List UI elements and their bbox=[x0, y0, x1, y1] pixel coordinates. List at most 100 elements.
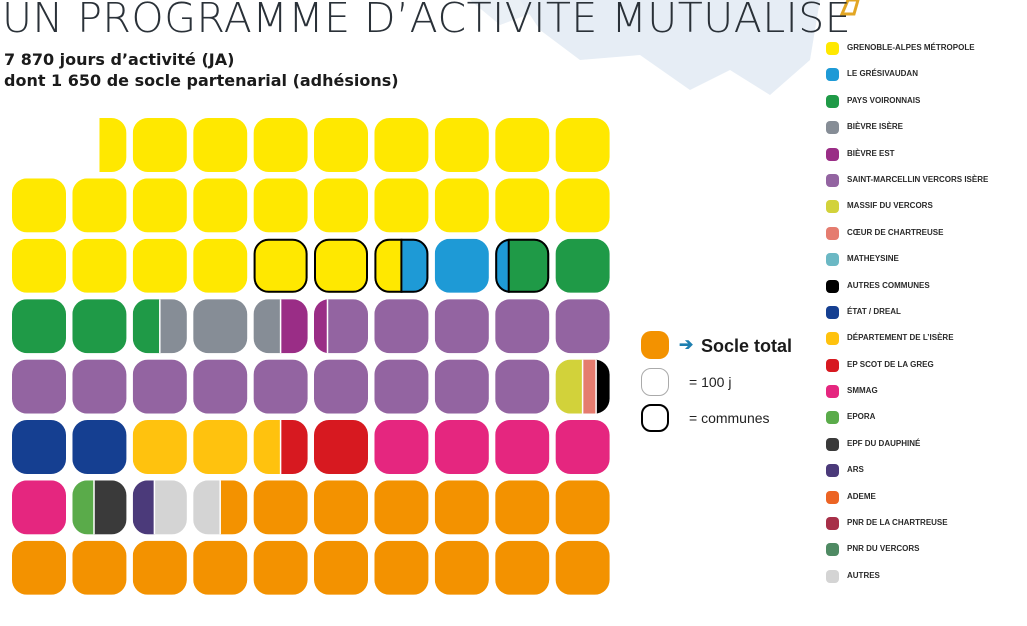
legend-item: DÉPARTEMENT DE L’ISÈRE bbox=[826, 328, 1026, 354]
legend-swatch bbox=[826, 253, 839, 267]
socle-swatch bbox=[641, 331, 669, 359]
waffle-cell bbox=[555, 118, 610, 172]
legend-label: AUTRES bbox=[847, 570, 880, 580]
waffle-segment bbox=[253, 480, 308, 535]
waffle-segment bbox=[434, 238, 489, 293]
legend-label: MATHEYSINE bbox=[847, 254, 899, 264]
waffle-cell bbox=[72, 480, 127, 535]
waffle-segment bbox=[193, 118, 248, 172]
waffle-segment bbox=[72, 420, 127, 474]
waffle-cell bbox=[253, 420, 308, 474]
waffle-segment bbox=[12, 420, 66, 474]
legend-swatch bbox=[826, 411, 839, 425]
waffle-cell bbox=[12, 299, 66, 354]
waffle-cell bbox=[193, 359, 248, 414]
waffle-cell bbox=[314, 299, 368, 354]
waffle-cell bbox=[495, 359, 550, 414]
waffle-segment bbox=[193, 178, 248, 233]
waffle-cell bbox=[193, 238, 248, 293]
waffle-cell bbox=[495, 420, 550, 474]
waffle-segment bbox=[253, 118, 308, 172]
waffle-cell bbox=[374, 359, 429, 414]
waffle-segment bbox=[434, 299, 489, 354]
waffle-segment bbox=[555, 299, 610, 354]
waffle-segment bbox=[253, 178, 308, 233]
legend-swatch bbox=[826, 279, 839, 293]
legend-label: DÉPARTEMENT DE L’ISÈRE bbox=[847, 333, 954, 343]
waffle-cell bbox=[434, 118, 489, 172]
waffle-segment bbox=[314, 359, 368, 414]
waffle-cell bbox=[495, 299, 550, 354]
waffle-segment bbox=[132, 178, 187, 233]
legend-swatch bbox=[826, 569, 839, 583]
subtitle-total-days: 7 870 jours d’activité (JA) bbox=[4, 50, 235, 69]
waffle-segment bbox=[132, 540, 187, 595]
legend-swatch bbox=[826, 173, 839, 187]
legend-item: PNR DE LA CHARTREUSE bbox=[826, 513, 1026, 539]
waffle-cell bbox=[132, 359, 187, 414]
waffle-cell bbox=[12, 238, 66, 293]
waffle-cell bbox=[12, 178, 66, 233]
waffle-segment bbox=[132, 118, 187, 172]
waffle-cell bbox=[99, 118, 127, 172]
waffle-cell bbox=[12, 359, 66, 414]
waffle-segment bbox=[495, 118, 550, 172]
legend-swatch bbox=[826, 147, 839, 161]
legend-item: AUTRES COMMUNES bbox=[826, 276, 1026, 302]
legend-swatch bbox=[826, 437, 839, 451]
waffle-cell bbox=[132, 238, 187, 293]
waffle-segment bbox=[555, 480, 610, 535]
waffle-cell bbox=[555, 540, 610, 595]
legend-item: MATHEYSINE bbox=[826, 249, 1026, 275]
waffle-cell bbox=[434, 480, 489, 535]
waffle-segment bbox=[495, 178, 550, 233]
arrow-right-icon: ➔ bbox=[679, 335, 694, 354]
waffle-segment bbox=[582, 359, 597, 414]
waffle-cell bbox=[555, 299, 610, 354]
legend-label: ADEME bbox=[847, 491, 876, 501]
waffle-cell bbox=[374, 299, 429, 354]
communes-swatch bbox=[641, 404, 669, 432]
waffle-segment bbox=[280, 299, 308, 354]
legend-swatch bbox=[826, 42, 839, 55]
legend-item: ÉTAT / DREAL bbox=[826, 302, 1026, 328]
waffle-cell bbox=[314, 540, 368, 595]
waffle-cell bbox=[72, 299, 127, 354]
legend-swatch bbox=[826, 490, 839, 504]
waffle-segment bbox=[434, 118, 489, 172]
waffle-cell bbox=[72, 420, 127, 474]
waffle-segment bbox=[314, 238, 368, 293]
waffle-cell bbox=[253, 299, 308, 354]
socle-total-label: Socle total bbox=[701, 336, 793, 356]
waffle-cell bbox=[374, 118, 429, 172]
waffle-segment bbox=[434, 540, 489, 595]
waffle-cell bbox=[12, 420, 66, 474]
waffle-cell bbox=[253, 359, 308, 414]
waffle-segment bbox=[495, 540, 550, 595]
waffle-cell bbox=[495, 238, 550, 293]
legend-label: SMMAG bbox=[847, 386, 878, 396]
waffle-cell bbox=[253, 480, 308, 535]
waffle-segment bbox=[72, 480, 95, 535]
waffle-cell bbox=[434, 540, 489, 595]
waffle-cell bbox=[132, 420, 187, 474]
waffle-segment bbox=[132, 359, 187, 414]
waffle-segment bbox=[12, 540, 66, 595]
unit-label: = 100 j bbox=[689, 374, 732, 390]
waffle-cell bbox=[132, 118, 187, 172]
waffle-cell bbox=[314, 178, 368, 233]
legend-label: ÉTAT / DREAL bbox=[847, 306, 901, 316]
legend-item: EPF DU DAUPHINÉ bbox=[826, 434, 1026, 460]
waffle-cell bbox=[253, 118, 308, 172]
waffle-cell bbox=[555, 480, 610, 535]
waffle-cell bbox=[314, 118, 368, 172]
legend-swatch bbox=[826, 464, 839, 478]
waffle-cell bbox=[374, 420, 429, 474]
waffle-segment bbox=[132, 480, 155, 535]
waffle-segment bbox=[314, 118, 368, 172]
waffle-segment bbox=[508, 238, 550, 293]
key-socle: ➔ Socle total bbox=[641, 331, 851, 371]
legend-label: GRENOBLE-ALPES MÉTROPOLE bbox=[847, 43, 975, 52]
